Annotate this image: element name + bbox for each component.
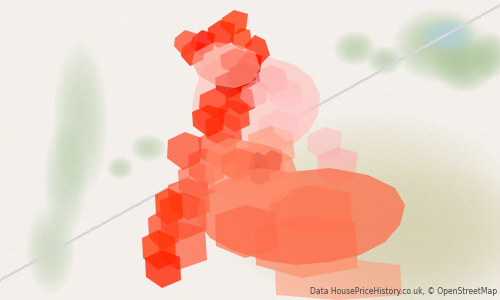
Polygon shape [255,65,288,95]
Polygon shape [220,48,250,75]
Polygon shape [215,205,278,258]
Polygon shape [221,148,255,182]
Polygon shape [160,192,207,240]
Polygon shape [275,258,402,300]
Polygon shape [268,78,302,110]
Polygon shape [155,188,183,225]
Polygon shape [191,30,215,56]
Polygon shape [317,147,358,186]
Polygon shape [168,178,210,220]
Polygon shape [248,152,268,175]
Polygon shape [205,112,242,148]
Polygon shape [178,162,216,200]
Text: Data HousePriceHistory.co.uk, © OpenStreetMap: Data HousePriceHistory.co.uk, © OpenStre… [310,287,497,296]
Polygon shape [245,35,270,65]
Polygon shape [220,10,248,36]
Polygon shape [307,127,342,162]
Polygon shape [270,185,352,235]
Polygon shape [158,222,207,270]
Polygon shape [174,30,198,56]
Polygon shape [236,52,262,78]
Polygon shape [198,130,238,168]
Polygon shape [258,150,282,175]
Polygon shape [230,62,260,88]
Polygon shape [255,215,358,278]
Polygon shape [199,88,230,118]
Polygon shape [188,148,224,186]
Polygon shape [148,210,179,250]
Polygon shape [258,110,300,148]
Polygon shape [250,162,270,185]
Polygon shape [145,250,181,288]
Polygon shape [218,100,250,132]
Polygon shape [225,85,255,115]
Polygon shape [142,230,176,270]
Polygon shape [248,126,295,167]
Polygon shape [272,95,312,130]
Polygon shape [205,138,298,205]
Polygon shape [192,105,225,137]
Polygon shape [230,28,252,50]
Polygon shape [235,143,285,188]
Polygon shape [167,132,202,170]
Polygon shape [181,40,205,66]
Polygon shape [240,80,268,108]
Polygon shape [274,110,305,142]
Polygon shape [192,42,260,88]
Polygon shape [207,20,235,48]
Polygon shape [215,72,242,98]
Polygon shape [192,52,320,155]
Polygon shape [226,64,255,92]
Polygon shape [198,168,405,265]
